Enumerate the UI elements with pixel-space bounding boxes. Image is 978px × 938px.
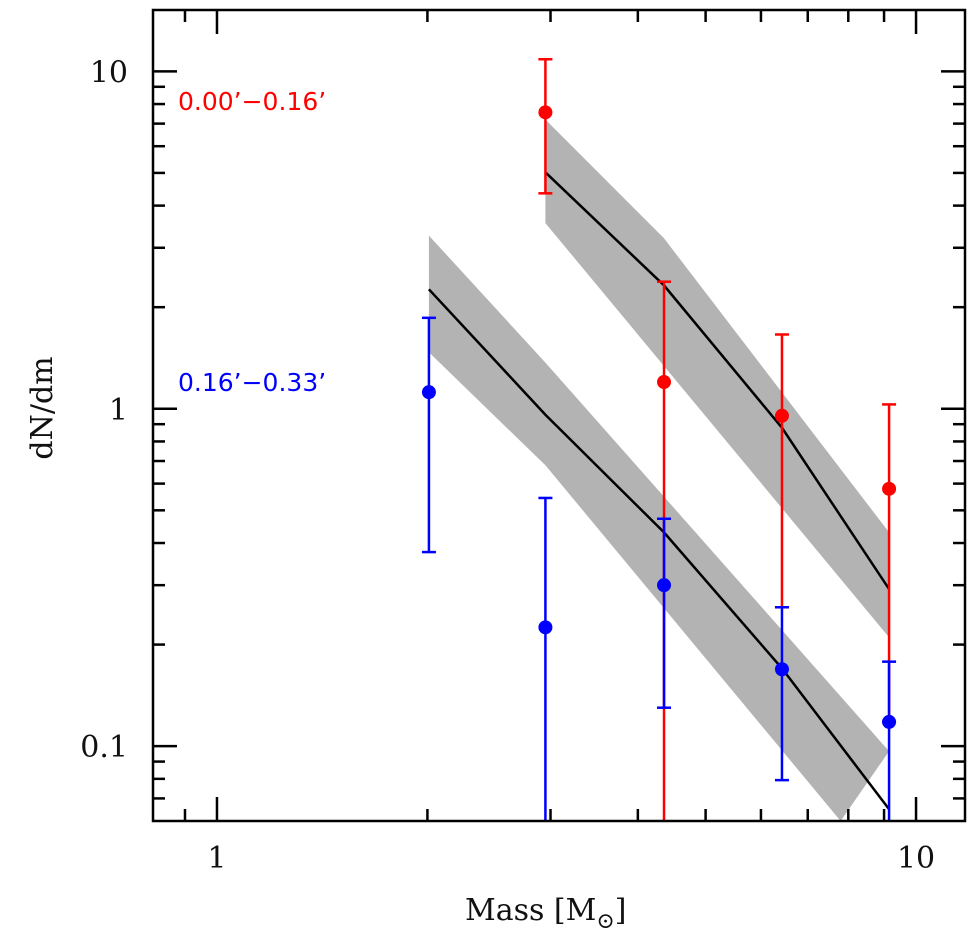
x-axis-title-close: ]: [615, 893, 627, 928]
x-tick-label: 1: [207, 841, 226, 876]
data-point: [538, 105, 553, 120]
data-point: [657, 375, 672, 390]
data-point: [657, 578, 672, 593]
axis-ticks: [153, 10, 965, 821]
plot-frame: [151, 8, 967, 823]
model-bands: [428, 119, 890, 821]
x-axis-title-main: Mass [M: [465, 893, 596, 928]
model-band-0: [545, 119, 890, 638]
data-point: [882, 481, 897, 496]
data-point: [421, 385, 436, 400]
x-tick-label: 10: [897, 841, 935, 876]
x-axis-title: Mass [M⊙]: [465, 893, 627, 934]
data-point: [774, 408, 789, 423]
annotation-red-range: 0.00’−0.16’: [178, 87, 326, 116]
error-bars: [421, 58, 897, 821]
data-points: [421, 105, 897, 729]
data-point: [538, 620, 553, 635]
y-tick-label: 0.1: [80, 730, 128, 765]
x-axis-title-sub: ⊙: [596, 909, 614, 934]
annotation-blue-range: 0.16’−0.33’: [178, 368, 326, 397]
tick-labels: 1 10 0.1 1 10: [80, 55, 935, 876]
y-tick-label: 10: [90, 55, 128, 90]
y-tick-label: 1: [109, 393, 128, 428]
data-point: [774, 662, 789, 677]
data-point: [882, 714, 897, 729]
y-axis-title: dN/dm: [25, 356, 60, 459]
model-line-0: [544, 171, 891, 590]
